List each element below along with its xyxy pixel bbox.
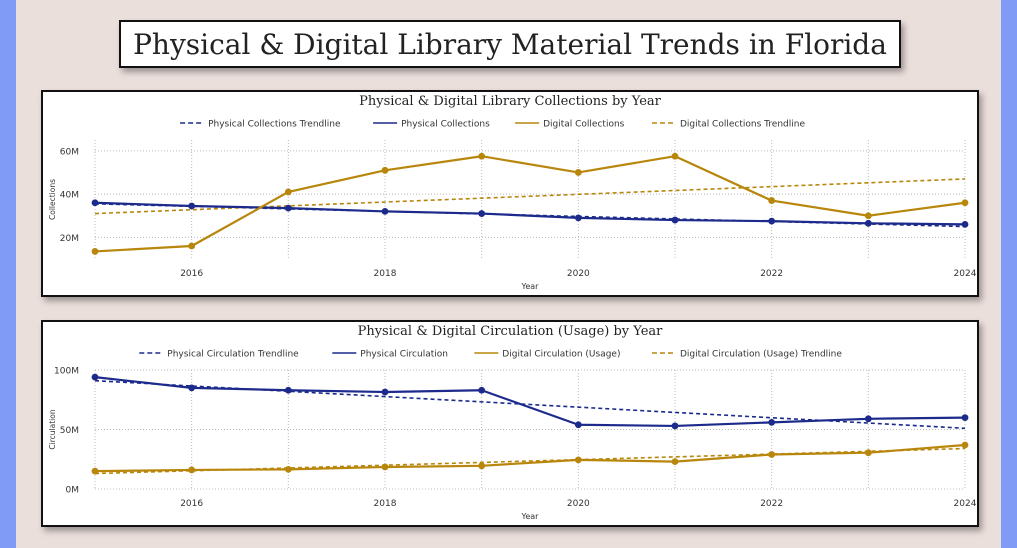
x-tick-label: 2016 xyxy=(180,499,203,509)
data-point xyxy=(478,210,486,217)
y-axis-label: Collections xyxy=(48,179,57,220)
y-tick-label: 60M xyxy=(60,147,79,157)
data-point xyxy=(478,386,486,394)
trendline xyxy=(94,178,966,215)
data-point xyxy=(91,248,99,255)
collections-chart: Physical & Digital Library Collections b… xyxy=(48,94,977,291)
data-point xyxy=(381,388,389,396)
x-tick-label: 2018 xyxy=(374,269,397,279)
y-tick-label: 50M xyxy=(60,426,79,436)
data-point xyxy=(91,199,99,207)
y-tick-label: 100M xyxy=(54,367,79,377)
right-sidebar-strip xyxy=(1001,0,1017,548)
data-point xyxy=(188,202,196,210)
x-tick-label: 2018 xyxy=(374,499,397,509)
chart-legend: Physical Collections Trendline Physical C… xyxy=(180,120,805,130)
data-point xyxy=(188,384,196,392)
data-point xyxy=(284,386,292,394)
legend-label: Digital Collections xyxy=(543,120,625,130)
x-axis-label: Year xyxy=(521,512,540,521)
data-point xyxy=(961,220,969,228)
data-point xyxy=(671,458,679,466)
data-point xyxy=(381,166,389,174)
data-point xyxy=(768,217,776,225)
data-point xyxy=(864,219,872,227)
left-sidebar-strip xyxy=(0,0,16,548)
data-point xyxy=(284,204,292,212)
x-tick-label: 2022 xyxy=(760,499,783,509)
data-point xyxy=(188,242,196,250)
chart-title: Physical & Digital Circulation (Usage) b… xyxy=(358,324,664,339)
series-line xyxy=(94,201,966,226)
chart-legend: Physical Circulation Trendline Physical C… xyxy=(139,350,842,360)
data-point xyxy=(671,216,679,224)
data-point xyxy=(188,466,196,474)
data-point xyxy=(768,451,776,458)
series-line xyxy=(94,376,966,428)
page-title-box: Physical & Digital Library Material Tren… xyxy=(119,20,901,68)
y-tick-label: 20M xyxy=(60,234,79,244)
legend-label: Physical Circulation xyxy=(360,350,448,360)
x-tick-label: 2024 xyxy=(954,269,977,279)
data-point xyxy=(381,208,389,215)
data-point xyxy=(574,456,582,464)
x-axis-label: Year xyxy=(521,282,540,291)
trendline xyxy=(94,379,966,430)
legend-label: Digital Circulation (Usage) xyxy=(502,350,620,360)
data-point xyxy=(864,415,872,423)
data-point xyxy=(284,188,292,196)
x-tick-label: 2020 xyxy=(567,499,590,509)
legend-label: Physical Collections Trendline xyxy=(208,120,341,130)
data-point xyxy=(768,197,776,204)
data-point xyxy=(91,373,99,381)
data-point xyxy=(574,214,582,222)
data-point xyxy=(478,152,486,160)
series-line xyxy=(94,155,966,253)
x-tick-label: 2020 xyxy=(567,269,590,279)
data-point xyxy=(574,169,582,176)
x-tick-label: 2022 xyxy=(760,269,783,279)
legend-label: Physical Collections xyxy=(401,120,490,130)
data-point xyxy=(961,199,969,207)
x-tick-label: 2016 xyxy=(180,269,203,279)
data-point xyxy=(961,414,969,421)
data-point xyxy=(91,467,99,475)
chart-grid xyxy=(94,140,966,259)
y-axis-label: Circulation xyxy=(48,409,57,449)
data-point xyxy=(671,422,679,430)
circulation-chart-panel: Physical & Digital Circulation (Usage) b… xyxy=(41,320,979,527)
legend-label: Digital Collections Trendline xyxy=(680,120,805,130)
series-line xyxy=(94,443,966,473)
data-point xyxy=(864,212,872,220)
circulation-chart: Physical & Digital Circulation (Usage) b… xyxy=(48,324,977,521)
data-point xyxy=(381,463,389,471)
data-point xyxy=(284,465,292,473)
legend-label: Physical Circulation Trendline xyxy=(167,350,299,360)
data-point xyxy=(478,462,486,470)
data-point xyxy=(768,418,776,426)
legend-label: Digital Circulation (Usage) Trendline xyxy=(680,350,842,360)
data-point xyxy=(671,152,679,160)
y-tick-label: 0M xyxy=(66,486,80,496)
collections-chart-panel: Physical & Digital Library Collections b… xyxy=(41,90,979,297)
data-point xyxy=(864,449,872,457)
chart-title: Physical & Digital Library Collections b… xyxy=(359,94,662,109)
data-point xyxy=(961,441,969,449)
page-title: Physical & Digital Library Material Tren… xyxy=(133,27,887,61)
x-tick-label: 2024 xyxy=(954,499,977,509)
y-tick-label: 40M xyxy=(60,191,79,201)
trendline xyxy=(94,447,966,475)
data-point xyxy=(574,421,582,429)
